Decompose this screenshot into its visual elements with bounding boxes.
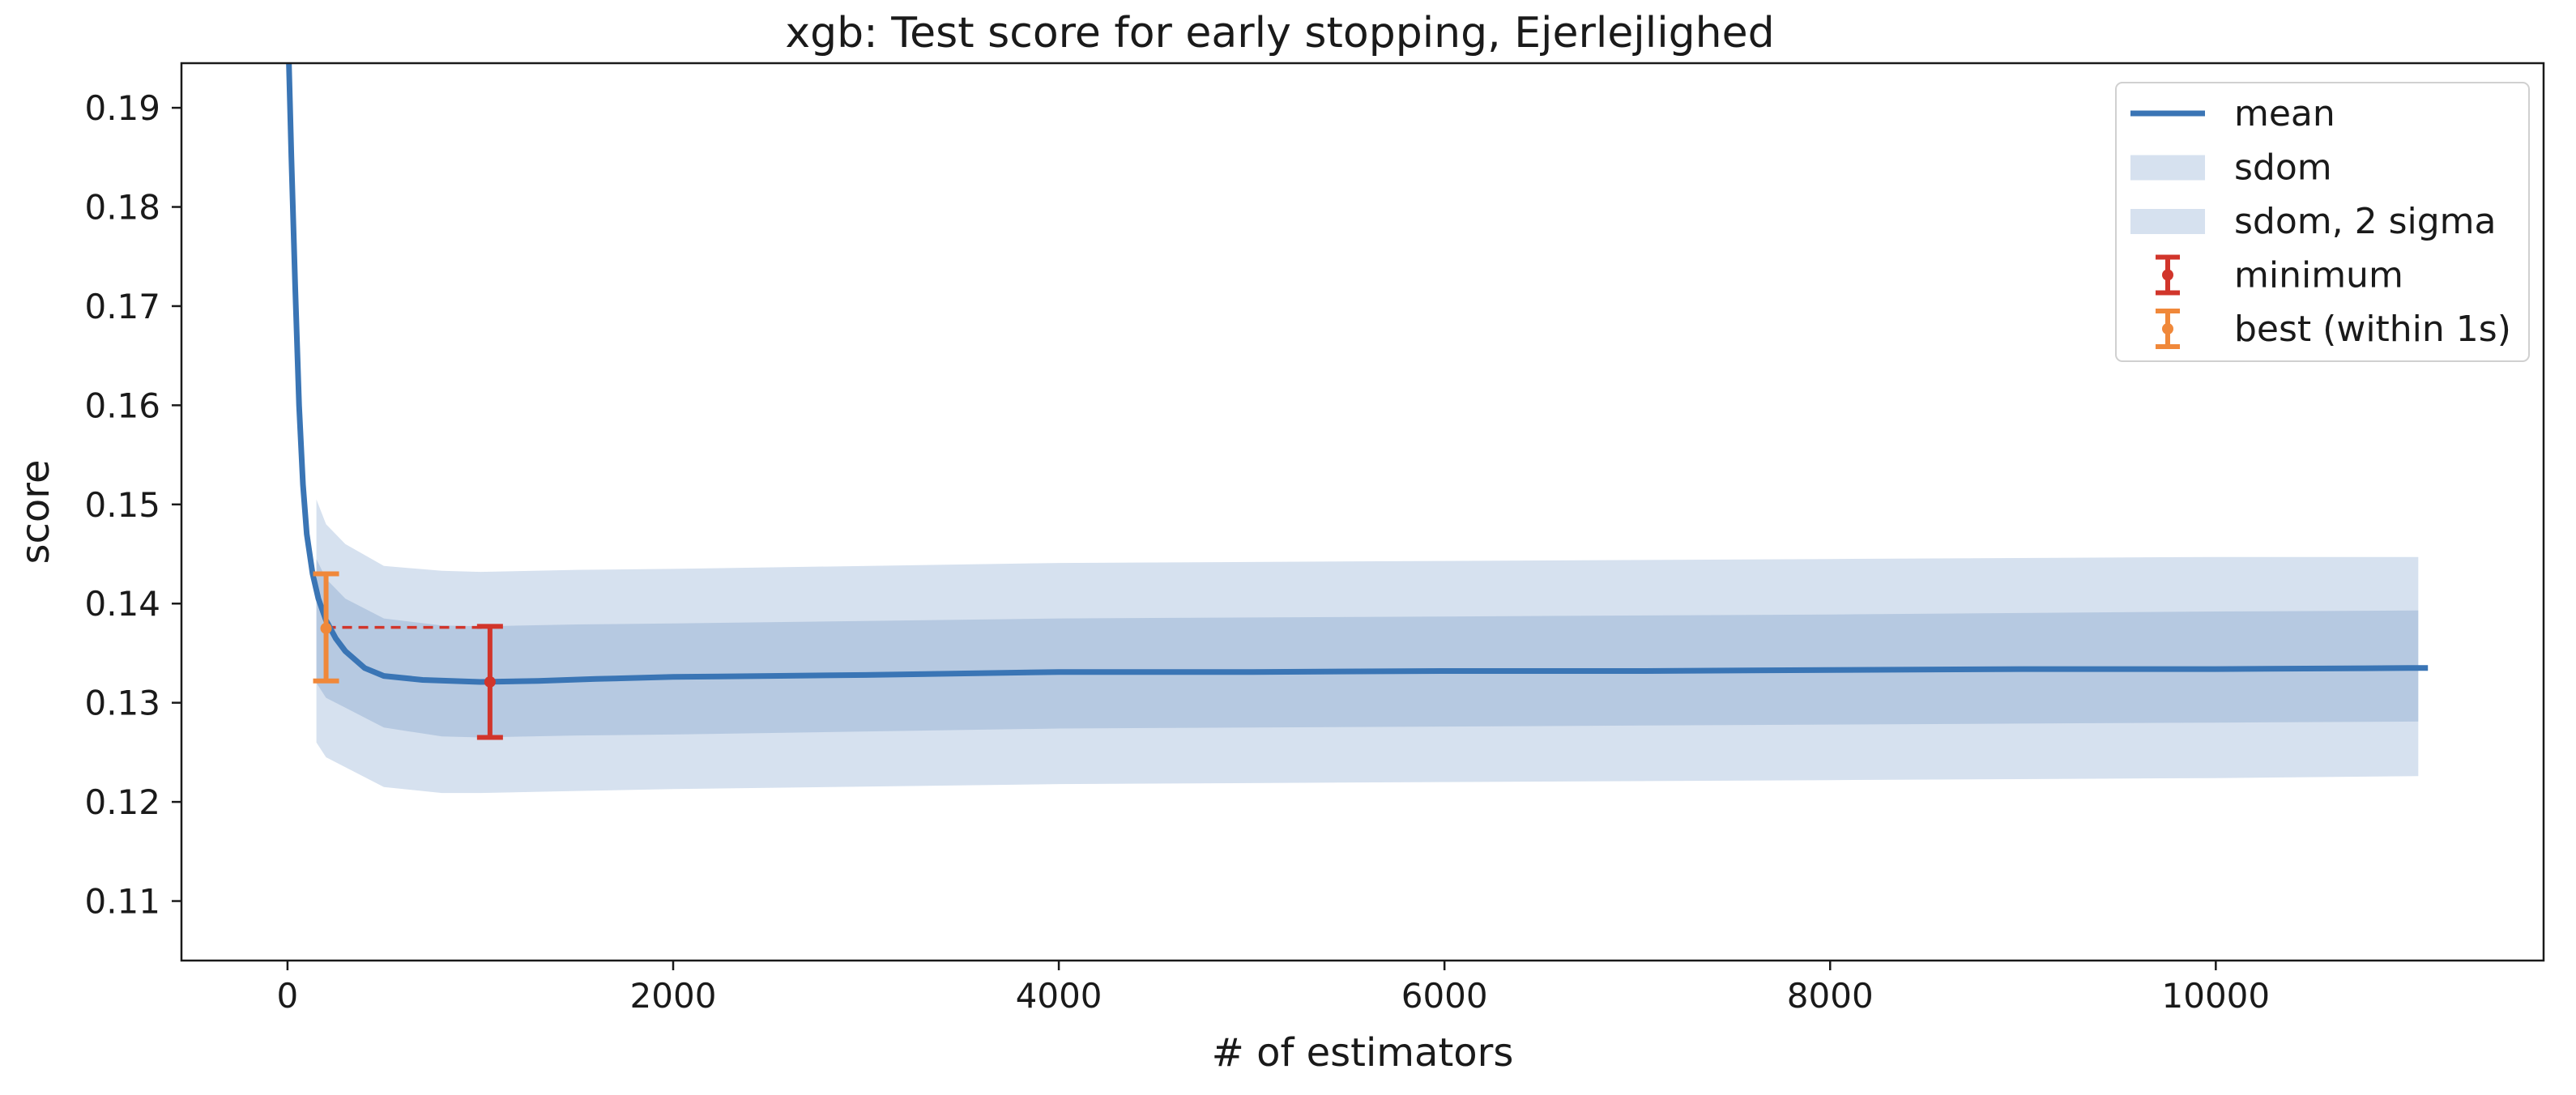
y-tick-label: 0.14 <box>84 584 160 624</box>
chart-title: xgb: Test score for early stopping, Ejer… <box>785 9 1774 58</box>
legend-label: sdom, 2 sigma <box>2234 201 2497 242</box>
x-tick-label: 0 <box>277 976 299 1016</box>
y-tick-label: 0.18 <box>84 188 160 228</box>
x-tick-label: 6000 <box>1401 976 1488 1016</box>
x-tick-label: 4000 <box>1016 976 1102 1016</box>
y-tick-label: 0.19 <box>84 88 160 128</box>
minimum-errorbar-point <box>484 675 496 688</box>
legend-item: sdom, 2 sigma <box>2130 201 2497 242</box>
legend-label: minimum <box>2234 255 2403 296</box>
plot-frame <box>180 62 2545 962</box>
best-errorbar-point <box>320 622 332 634</box>
band-sdom <box>316 559 2419 738</box>
x-tick-label: 2000 <box>630 976 717 1016</box>
x-tick-label: 10000 <box>2162 976 2271 1016</box>
minimum-errorbar <box>476 624 503 740</box>
legend-key-point <box>2162 269 2173 281</box>
legend-label: sdom <box>2234 147 2332 189</box>
mean-line <box>286 63 2429 685</box>
legend-box <box>2115 82 2530 362</box>
legend-item: best (within 1s) <box>2156 309 2511 350</box>
legend-key-band <box>2130 155 2205 181</box>
legend-item: mean <box>2130 93 2335 134</box>
plot-series <box>286 63 2429 794</box>
legend: mean sdom sdom, 2 sigma minimum best (within… <box>2115 82 2530 362</box>
y-tick-label: 0.16 <box>84 386 160 425</box>
y-tick-label: 0.17 <box>84 287 160 326</box>
y-tick-label: 0.12 <box>84 782 160 822</box>
legend-key-point <box>2162 323 2173 334</box>
y-tick-label: 0.13 <box>84 684 160 723</box>
axes: 0 2000 4000 6000 8000 10000 0.11 0.12 0.13 0.14 0.… <box>84 88 2270 1016</box>
y-tick-label: 0.11 <box>84 882 160 922</box>
x-tick-label: 8000 <box>1787 976 1874 1016</box>
x-axis-title: # of estimators <box>1212 1030 1514 1076</box>
best-errorbar <box>313 571 339 684</box>
y-axis-title: score <box>13 460 58 565</box>
legend-item: sdom <box>2130 147 2332 189</box>
legend-label: mean <box>2234 93 2335 134</box>
legend-label: best (within 1s) <box>2234 309 2511 350</box>
legend-item: minimum <box>2156 254 2403 296</box>
legend-key-band <box>2130 209 2205 234</box>
plot-area <box>286 63 2429 794</box>
y-tick-label: 0.15 <box>84 485 160 525</box>
